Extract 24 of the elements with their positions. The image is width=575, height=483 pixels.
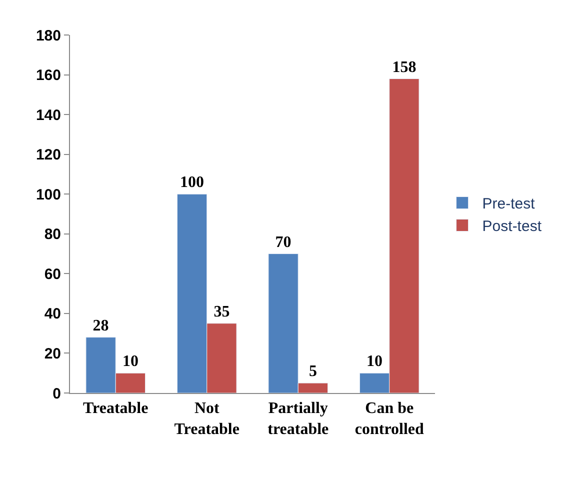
data-label: 10 bbox=[366, 353, 383, 370]
data-label: 70 bbox=[275, 234, 292, 251]
legend-label: Pre-test bbox=[482, 196, 536, 213]
data-label: 5 bbox=[308, 363, 317, 380]
data-label: 28 bbox=[92, 317, 109, 334]
y-tick-label: 40 bbox=[44, 306, 61, 323]
y-tick-label: 140 bbox=[36, 106, 61, 124]
data-label: 158 bbox=[392, 58, 416, 76]
x-tick-label: Partially treatable bbox=[268, 400, 329, 438]
x-tick-label: Not Treatable bbox=[174, 400, 240, 438]
y-tick-label: 100 bbox=[36, 186, 61, 204]
y-tick-label: 80 bbox=[44, 226, 61, 244]
x-tick-label: Treatable bbox=[83, 400, 148, 418]
y-tick-label: 0 bbox=[52, 385, 61, 402]
x-tick-label: Can be controlled bbox=[354, 400, 424, 438]
data-label: 10 bbox=[122, 353, 138, 370]
data-label: 35 bbox=[214, 303, 230, 320]
y-tick-label: 60 bbox=[44, 266, 61, 283]
y-tick-label: 160 bbox=[36, 67, 61, 84]
y-tick-label: 180 bbox=[36, 27, 61, 44]
legend-label: Post-test bbox=[482, 218, 542, 236]
data-label: 100 bbox=[180, 174, 204, 192]
y-tick-label: 20 bbox=[44, 345, 61, 362]
y-tick-label: 120 bbox=[36, 146, 61, 164]
